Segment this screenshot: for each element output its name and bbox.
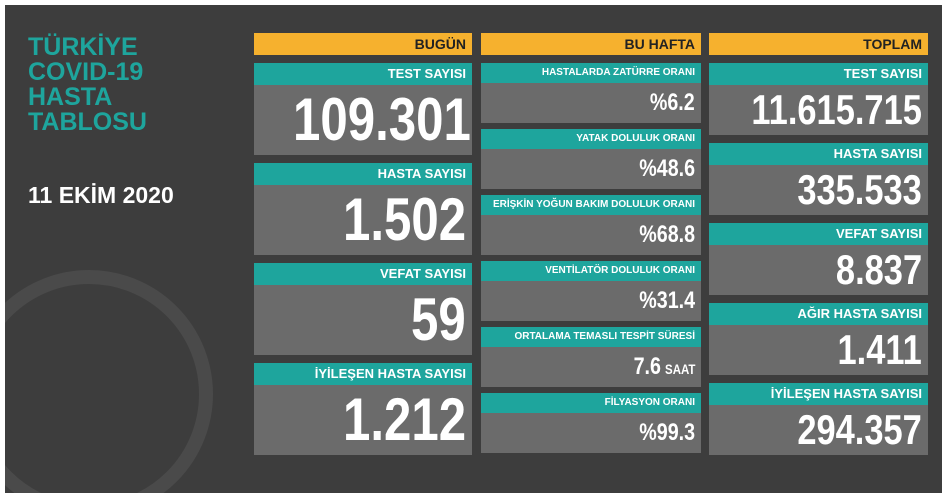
stat-value-box: 7.6 SAAT <box>481 347 701 387</box>
stat-label: İYİLEŞEN HASTA SAYISI <box>254 363 472 385</box>
stat-value: 109.301 <box>293 86 471 153</box>
title-line: HASTA <box>28 83 113 111</box>
stat-label: İYİLEŞEN HASTA SAYISI <box>709 383 928 405</box>
stat-label: VEFAT SAYISI <box>254 263 472 285</box>
column-heading: BU HAFTA <box>481 33 701 55</box>
stat-value-wrap: %6.2 <box>650 83 695 123</box>
stat-value-wrap: 7.6 SAAT <box>633 347 695 389</box>
stat-value: %99.3 <box>639 419 695 446</box>
stat-label: VEFAT SAYISI <box>709 223 928 245</box>
stat-value: 7.6 <box>633 353 661 380</box>
stat-value-wrap: 1.411 <box>838 325 922 375</box>
stat-label: HASTA SAYISI <box>254 163 472 185</box>
stat-value-wrap: %31.4 <box>639 281 695 321</box>
stat-label: TEST SAYISI <box>254 63 472 85</box>
stat-value: %6.2 <box>650 89 695 116</box>
stat-unit: SAAT <box>664 361 695 377</box>
dashboard: TÜRKİYE COVID-19 HASTA TABLOSU 11 EKİM 2020… <box>5 5 942 493</box>
stat-label: HASTA SAYISI <box>709 143 928 165</box>
stat-value-wrap: 1.502 <box>343 185 466 255</box>
title: TÜRKİYE COVID-19 HASTA TABLOSU <box>28 35 147 135</box>
title-line: TÜRKİYE <box>28 33 138 61</box>
stat-value: %48.6 <box>639 155 695 182</box>
stat-value-wrap: 109.301 <box>293 85 471 155</box>
stat-value-wrap: 59 <box>411 285 466 355</box>
stat-value: 59 <box>411 286 466 353</box>
stat-value-box: 335.533 <box>709 165 928 215</box>
stat-value: 8.837 <box>835 246 922 293</box>
stat-value: 1.411 <box>837 326 922 373</box>
stat-value-wrap: 8.837 <box>836 245 922 295</box>
stat-label: HASTALARDA ZATÜRRE ORANI <box>481 63 701 83</box>
stat-label: ERİŞKİN YOĞUN BAKIM DOLULUK ORANI <box>481 195 701 215</box>
stat-value-box: 1.212 <box>254 385 472 455</box>
stat-value-box: %6.2 <box>481 83 701 123</box>
stat-value-wrap: %68.8 <box>639 215 695 255</box>
stat-label: TEST SAYISI <box>709 63 928 85</box>
stat-value: 11.615.715 <box>751 86 922 133</box>
stat-value-wrap: 294.357 <box>798 405 922 455</box>
title-line: TABLOSU <box>28 108 147 136</box>
stat-value-wrap: 1.212 <box>343 385 466 455</box>
stat-value-wrap: 335.533 <box>798 165 922 215</box>
stat-value-box: 1.502 <box>254 185 472 255</box>
title-line: COVID-19 <box>28 58 144 86</box>
stat-value: 1.212 <box>342 386 466 453</box>
stat-value-box: 294.357 <box>709 405 928 455</box>
column: BUGÜN TEST SAYISI 109.301 HASTA SAYISI 1.502… <box>254 33 472 463</box>
emblem <box>5 270 213 493</box>
stat-value: 335.533 <box>797 166 922 213</box>
stat-value-box: 109.301 <box>254 85 472 155</box>
column: BU HAFTA HASTALARDA ZATÜRRE ORANI %6.2 YATA… <box>481 33 701 463</box>
stat-value-box: 1.411 <box>709 325 928 375</box>
stat-value-box: %31.4 <box>481 281 701 321</box>
stat-value-box: %68.8 <box>481 215 701 255</box>
stat-value-box: %48.6 <box>481 149 701 189</box>
stat-value: %68.8 <box>639 221 695 248</box>
stat-label: ORTALAMA TEMASLI TESPİT SÜRESİ <box>481 327 701 347</box>
stat-value-box: %99.3 <box>481 413 701 453</box>
stat-value-box: 59 <box>254 285 472 355</box>
stat-label: AĞIR HASTA SAYISI <box>709 303 928 325</box>
stat-value-wrap: %48.6 <box>639 149 695 189</box>
stat-label: YATAK DOLULUK ORANI <box>481 129 701 149</box>
stat-value-box: 8.837 <box>709 245 928 295</box>
stat-label: VENTİLATÖR DOLULUK ORANI <box>481 261 701 281</box>
date: 11 EKİM 2020 <box>28 182 174 208</box>
stat-value: 294.357 <box>797 406 922 453</box>
column-heading: TOPLAM <box>709 33 928 55</box>
stat-value: %31.4 <box>639 287 695 314</box>
stat-value-wrap: %99.3 <box>639 413 695 453</box>
stat-value-box: 11.615.715 <box>709 85 928 135</box>
column-heading: BUGÜN <box>254 33 472 55</box>
stat-label: FİLYASYON ORANI <box>481 393 701 413</box>
column: TOPLAM TEST SAYISI 11.615.715 HASTA SAYISI 3… <box>709 33 928 463</box>
stat-value: 1.502 <box>342 186 466 253</box>
stat-value-wrap: 11.615.715 <box>752 85 922 135</box>
